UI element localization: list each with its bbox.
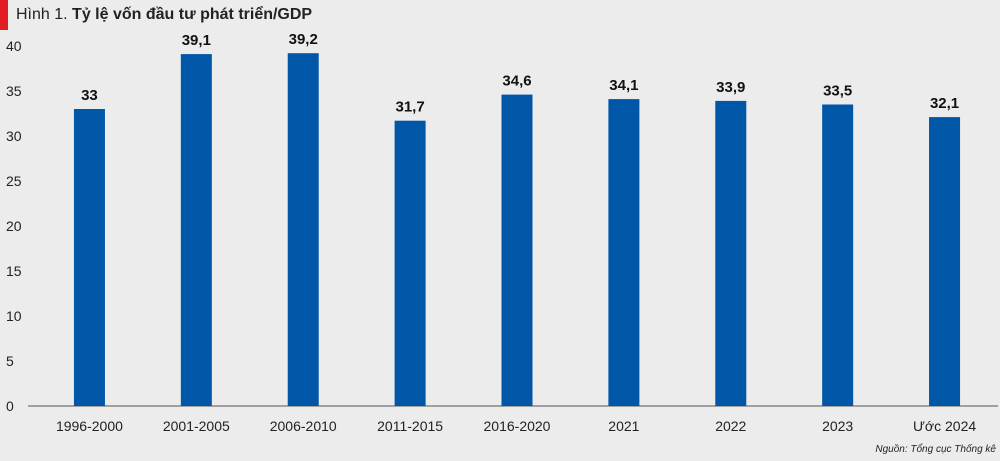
y-tick-label: 0	[6, 398, 14, 414]
x-tick-label: 2022	[715, 418, 746, 434]
chart-title-bar: Hình 1. Tỷ lệ vốn đầu tư phát triển/GDP	[0, 0, 1000, 30]
data-label: 34,6	[502, 73, 531, 90]
chart-title-prefix: Hình 1.	[16, 6, 68, 23]
bar	[394, 120, 426, 406]
y-tick-label: 5	[6, 353, 14, 369]
bar	[73, 109, 105, 406]
x-tick-label: 2006-2010	[270, 418, 337, 434]
data-label: 32,1	[930, 95, 959, 112]
y-tick-label: 10	[6, 308, 22, 324]
x-tick-label: 2011-2015	[377, 418, 443, 434]
x-tick-label: 2016-2020	[484, 418, 551, 434]
chart-title-main: Tỷ lệ vốn đầu tư phát triển/GDP	[72, 6, 313, 23]
data-label: 31,7	[396, 99, 425, 116]
y-tick-label: 30	[6, 128, 22, 144]
y-tick-label: 15	[6, 263, 22, 279]
data-label: 39,1	[182, 32, 211, 49]
bar	[715, 100, 747, 407]
title-accent-mark	[0, 0, 8, 30]
bar	[608, 99, 640, 406]
y-tick-label: 20	[6, 218, 22, 234]
x-tick-label: 2023	[822, 418, 853, 434]
x-tick-label: 2001-2005	[163, 418, 230, 434]
data-label: 33,5	[823, 83, 852, 100]
data-label: 39,2	[289, 31, 318, 48]
y-tick-label: 40	[6, 38, 22, 54]
x-tick-label: 1996-2000	[56, 418, 123, 434]
x-tick-label: 2021	[608, 418, 639, 434]
data-label: 34,1	[609, 77, 638, 94]
y-tick-label: 25	[6, 173, 22, 189]
bar	[287, 53, 319, 406]
bar	[822, 104, 854, 406]
data-label: 33,9	[716, 79, 745, 96]
y-tick-label: 35	[6, 83, 22, 99]
bar	[501, 94, 533, 406]
bar	[929, 117, 961, 406]
x-tick-label: Ước 2024	[913, 418, 976, 434]
data-label: 33	[81, 87, 98, 104]
bar	[180, 54, 212, 406]
source-note: Nguồn: Tổng cục Thống kê	[875, 444, 996, 455]
chart-title: Hình 1. Tỷ lệ vốn đầu tư phát triển/GDP	[16, 6, 312, 24]
